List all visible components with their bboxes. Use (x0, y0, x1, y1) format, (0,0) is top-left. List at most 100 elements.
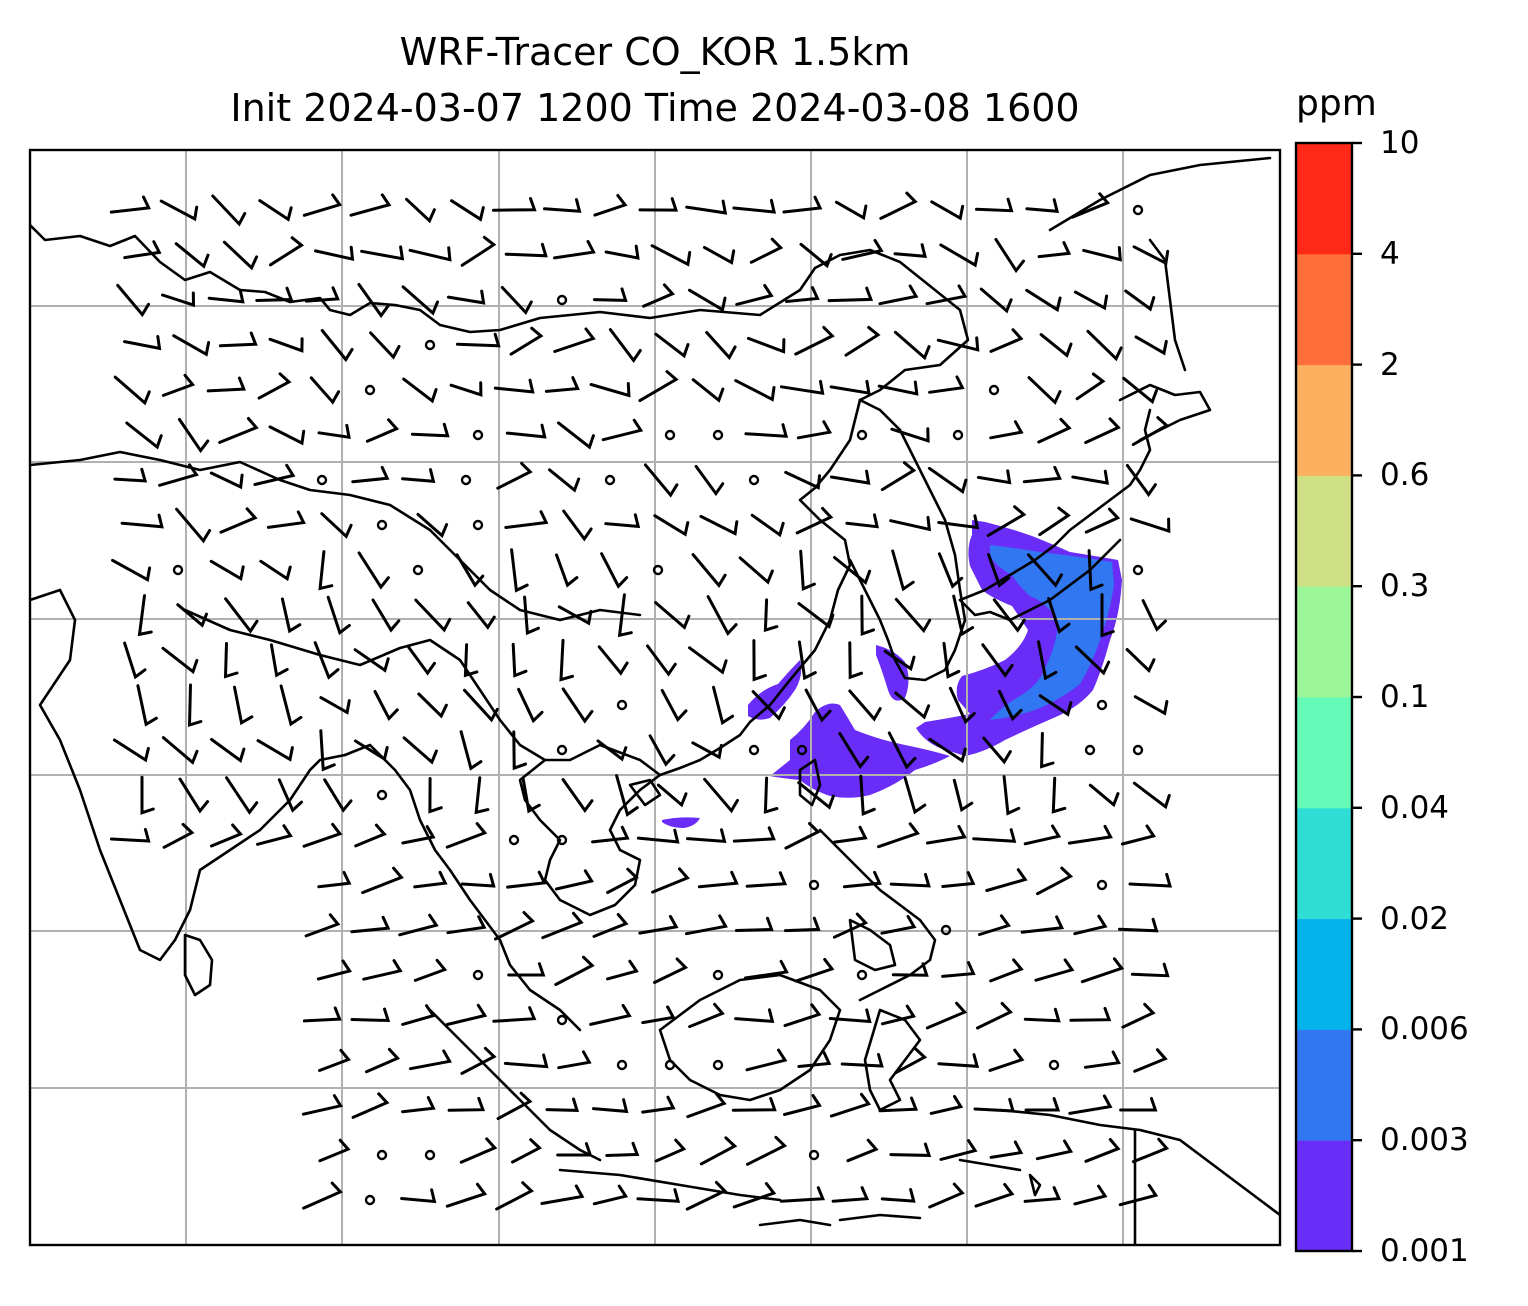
colorbar-frame (1294, 141, 1354, 1253)
wind-barb (785, 286, 820, 303)
tracer-plume-taiwan-strait (662, 817, 700, 828)
chart-title-line2: Init 2024-03-07 1200 Time 2024-03-08 160… (230, 86, 1080, 130)
wind-barb (318, 1138, 351, 1163)
wind-barb (688, 646, 728, 675)
wind-barb (591, 825, 630, 844)
wind-barb (555, 553, 579, 588)
wind-barb (846, 1138, 879, 1163)
wind-barb (506, 870, 547, 889)
wind-barb (654, 332, 690, 359)
calm-wind-marker (712, 1059, 724, 1071)
wind-barb (1141, 599, 1167, 632)
calm-wind-marker (556, 1014, 568, 1026)
wind-barb (280, 597, 302, 634)
wind-barb (783, 1003, 822, 1028)
wind-barb (365, 418, 400, 443)
wind-barb (161, 736, 199, 765)
calm-wind-marker (364, 1194, 376, 1206)
wind-barb (401, 468, 436, 483)
colorbar-segment (1296, 143, 1352, 255)
wind-barb (521, 777, 541, 814)
wind-barb (1024, 1097, 1061, 1112)
calm-wind-marker (172, 564, 184, 576)
calm-wind-marker (1132, 744, 1144, 756)
wind-barb (783, 1094, 822, 1116)
wind-barb (1068, 1094, 1113, 1115)
wind-barb (140, 775, 155, 815)
wind-barb (553, 327, 596, 353)
wind-barb (361, 866, 404, 895)
coastline-segment (173, 753, 347, 942)
wind-barb (350, 1007, 391, 1023)
wind-barbs (109, 191, 1173, 1211)
wind-barb (269, 643, 289, 678)
coastline-segment (1148, 238, 1187, 372)
calm-wind-marker (376, 789, 388, 801)
wind-barb (543, 198, 582, 213)
coastline-segment (30, 223, 970, 402)
wind-barb (976, 1001, 1014, 1030)
wind-barb (111, 558, 152, 583)
wind-barb (1038, 694, 1073, 717)
colorbar-tick-label: 0.1 (1380, 679, 1430, 715)
wind-barb (890, 427, 930, 443)
wind-barb (978, 914, 1011, 936)
wind-barb (279, 684, 303, 727)
wind-barb (1131, 1137, 1170, 1164)
wind-barb (1051, 776, 1067, 814)
calm-wind-marker (856, 429, 868, 441)
calm-wind-marker (556, 744, 568, 756)
colorbar-tick-label: 0.02 (1380, 900, 1450, 937)
colorbar (1296, 141, 1362, 1253)
wind-barb (893, 243, 927, 258)
wind-barb (685, 1180, 728, 1211)
wind-barb (1071, 469, 1110, 485)
calm-wind-marker (316, 474, 328, 486)
wind-barb (351, 465, 390, 484)
wind-barb (688, 1002, 725, 1029)
wind-barb (417, 692, 448, 719)
wind-barb (414, 598, 452, 633)
wind-barb (223, 642, 239, 679)
wind-barb (210, 823, 244, 848)
wind-barb (848, 689, 882, 722)
calm-wind-marker (1132, 204, 1144, 216)
wind-barb (268, 337, 304, 353)
wind-barb (656, 783, 688, 808)
wind-barb (973, 1097, 1016, 1113)
wind-barb (706, 595, 738, 636)
calm-wind-marker (556, 834, 568, 846)
wind-barb (860, 594, 875, 637)
wind-barb (1039, 333, 1073, 358)
wind-barb (688, 288, 727, 313)
coastline-segment (343, 743, 582, 1032)
wind-barb (266, 510, 306, 529)
wind-barb (446, 289, 486, 305)
wind-barb (269, 236, 305, 267)
wind-barb (589, 382, 631, 398)
wind-barb (593, 193, 628, 217)
wind-barb (685, 199, 728, 215)
wind-barb (445, 1003, 488, 1026)
wind-barb (936, 336, 980, 352)
wind-barb (1038, 506, 1071, 537)
wind-barb (548, 468, 581, 493)
wind-barb (646, 644, 677, 677)
wind-barb (608, 328, 642, 363)
wind-barb (224, 597, 259, 634)
wind-barb (504, 510, 549, 529)
wind-barb (561, 778, 594, 813)
wind-barb (557, 605, 593, 626)
colorbar-segment (1296, 697, 1352, 809)
calm-wind-marker (508, 834, 520, 846)
wind-barb (319, 696, 351, 715)
wind-barb (109, 195, 151, 214)
wind-barb (606, 867, 639, 894)
wind-barb (1026, 553, 1063, 588)
wind-barb (829, 379, 871, 395)
wind-barb (592, 287, 628, 302)
wind-barb (428, 777, 443, 814)
wind-barb (942, 641, 961, 679)
wind-barb (827, 286, 874, 303)
calm-wind-marker (616, 1059, 628, 1071)
